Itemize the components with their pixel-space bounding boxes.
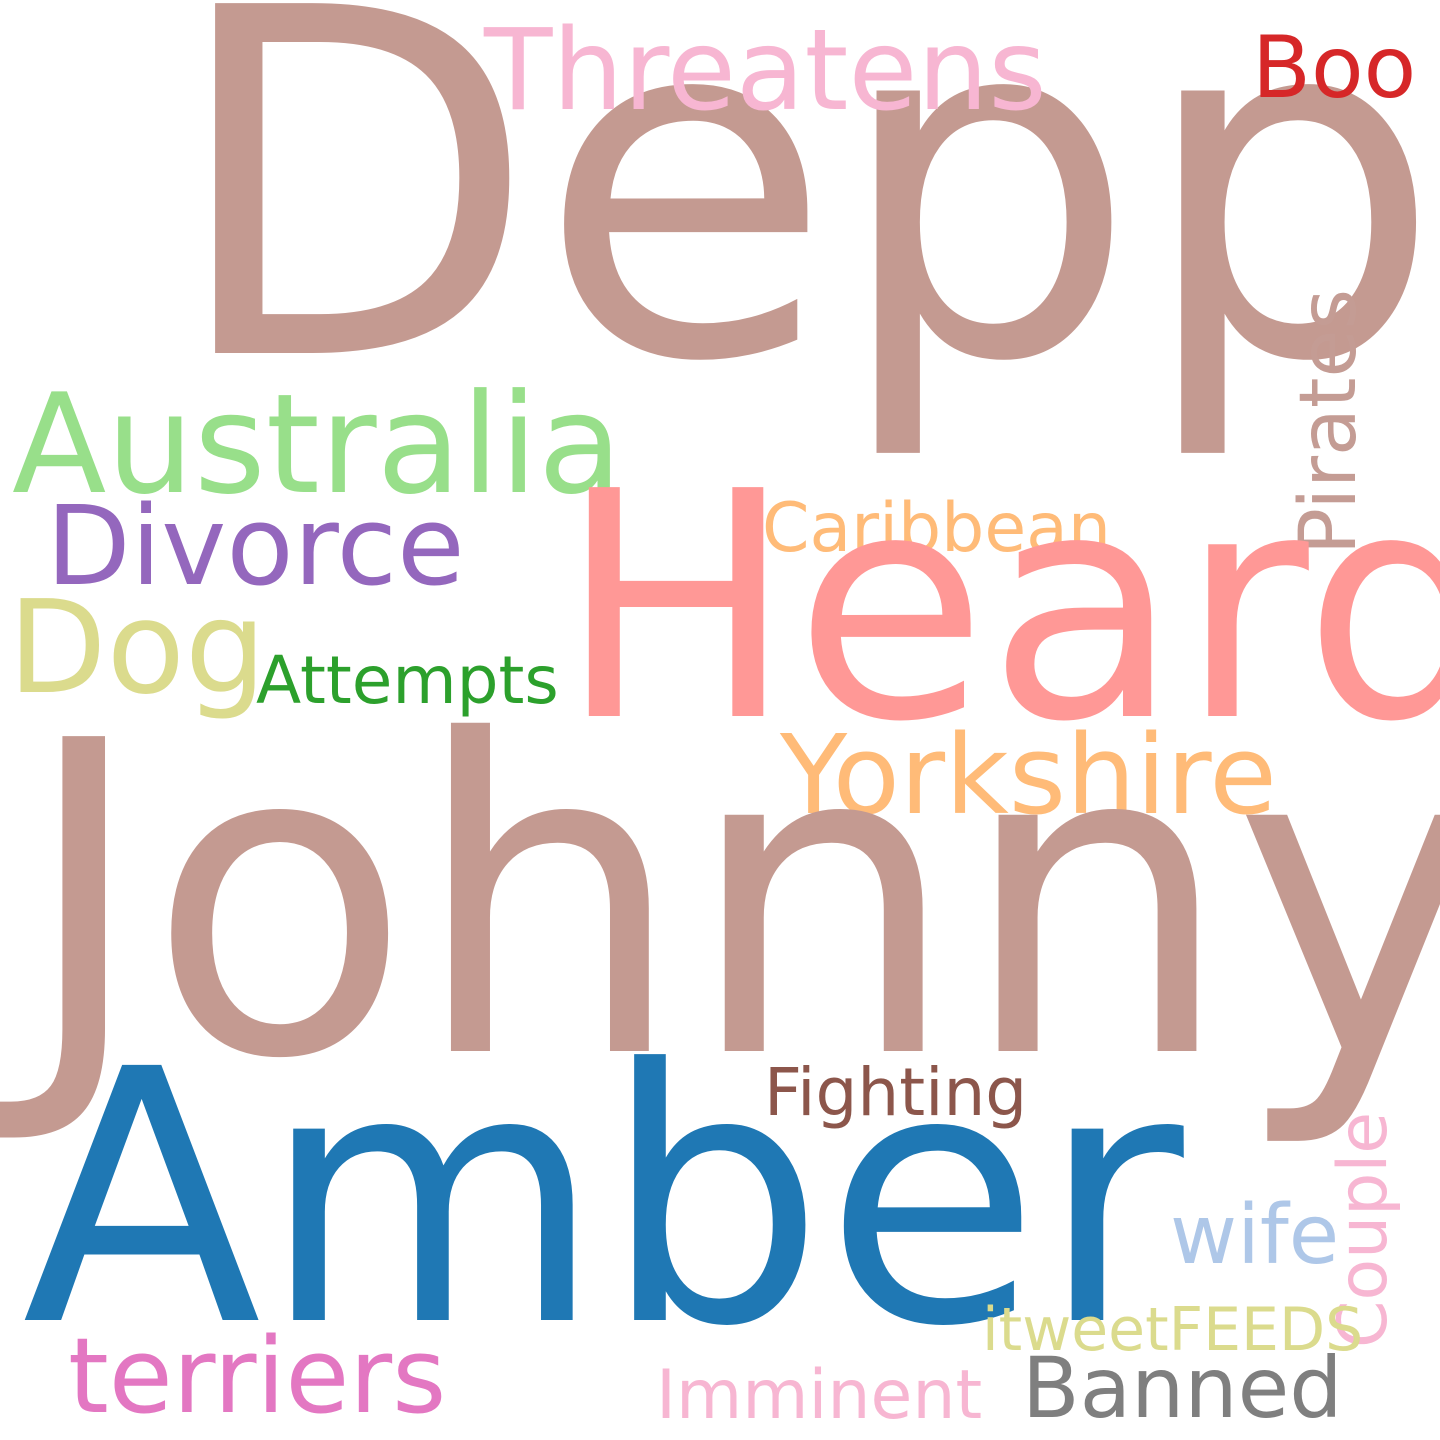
word-banned: Banned: [1022, 1339, 1343, 1437]
word-johnny: Johnny: [20, 650, 1440, 1153]
word-divorce: Divorce: [46, 482, 465, 610]
word-depp: Depp: [168, 0, 1440, 467]
word-attempts: Attempts: [256, 642, 559, 719]
word-terriers: terriers: [68, 1315, 447, 1437]
word-itweetfeeds: itweetFEEDS: [982, 1295, 1364, 1365]
word-heard: Heard: [558, 426, 1440, 791]
word-amber: Amber: [22, 995, 1184, 1403]
word-wife: wife: [1170, 1188, 1340, 1283]
word-dog: Dog: [8, 574, 267, 723]
word-threatens: Threatens: [484, 6, 1047, 136]
word-australia: Australia: [12, 364, 623, 525]
word-yorkshire: Yorkshire: [780, 711, 1277, 839]
word-caribbean: Caribbean: [762, 489, 1111, 568]
word-fighting: Fighting: [764, 1054, 1028, 1131]
word-boo: Boo: [1252, 18, 1417, 118]
word-imminent: Imminent: [656, 1356, 983, 1435]
